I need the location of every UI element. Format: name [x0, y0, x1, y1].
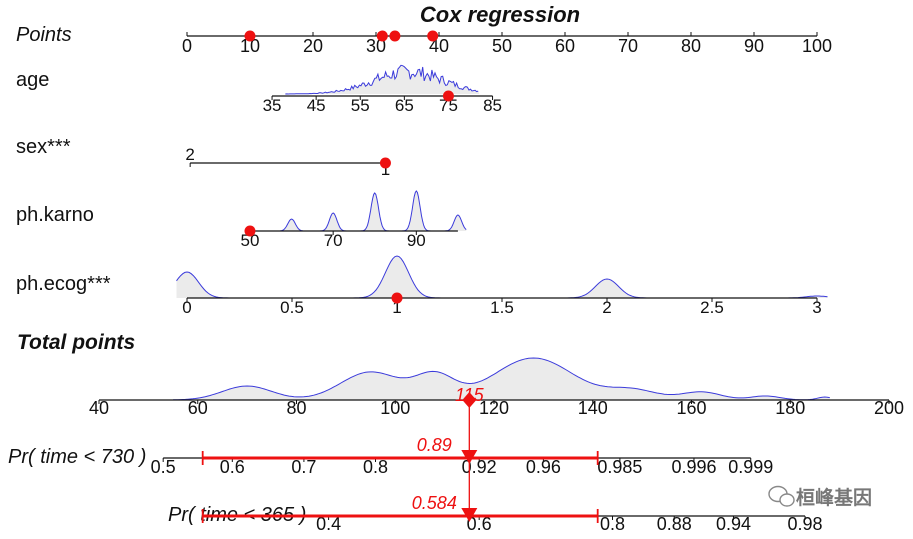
variable-label: age [16, 69, 49, 91]
variable-tick-label: 70 [324, 231, 343, 250]
total-tick-label: 200 [874, 398, 904, 418]
variable-tick-label: 1 [381, 160, 390, 179]
total-density-fill [173, 358, 830, 400]
points-axis-tick-label: 50 [492, 36, 512, 56]
chart-title: Cox regression [420, 2, 580, 27]
variable-label: ph.ecog*** [16, 273, 111, 295]
probability-tick-label: 0.8 [363, 457, 388, 477]
variable-tick-label: 0 [182, 298, 191, 317]
points-marker [427, 30, 439, 42]
variable-tick-label: 35 [263, 96, 282, 115]
variable-tick-label: 65 [395, 96, 414, 115]
points-axis-tick-label: 90 [744, 36, 764, 56]
probability-tick-label: 0.7 [291, 457, 316, 477]
variable-tick-label: 55 [351, 96, 370, 115]
probability-tick-label: 0.92 [462, 457, 497, 477]
variable-tick-label: 2 [185, 145, 194, 164]
probability-tick-label: 0.4 [316, 514, 341, 534]
probability-tick-label: 0.98 [788, 514, 823, 534]
probability-predicted-label: 0.89 [417, 435, 452, 455]
total-points-diamond [462, 392, 477, 408]
variable-marker [379, 157, 391, 169]
variable-tick-label: 3 [812, 298, 821, 317]
total-tick-label: 180 [775, 398, 805, 418]
variable-label: sex*** [16, 136, 71, 158]
probability-tick-label: 0.5 [151, 457, 176, 477]
wechat-bubble-small [779, 493, 795, 507]
points-axis-tick-label: 20 [303, 36, 323, 56]
probability-marker [461, 450, 478, 464]
total-tick-label: 100 [380, 398, 410, 418]
probability-tick-label: 0.999 [728, 457, 773, 477]
variable-tick-label: 1.5 [490, 298, 514, 317]
density-layer [173, 64, 830, 401]
age-density-fill [285, 65, 480, 94]
variable-tick-label: 45 [307, 96, 326, 115]
points-axis-tick-label: 10 [240, 36, 260, 56]
probability-tick-label: 0.985 [597, 457, 642, 477]
probability-tick-label: 0.6 [467, 514, 492, 534]
watermark: 桓峰基因 [768, 485, 872, 509]
total-tick-label: 160 [676, 398, 706, 418]
variable-label: ph.karno [16, 204, 94, 226]
points-marker [244, 30, 256, 42]
total-tick-label: 140 [578, 398, 608, 418]
karno-density-fill [270, 191, 467, 231]
probability-tick-label: 0.8 [600, 514, 625, 534]
probability-tick-label: 0.94 [716, 514, 751, 534]
points-axis-tick-label: 0 [182, 36, 192, 56]
ecog-density-fill [176, 256, 828, 298]
total-tick-label: 80 [286, 398, 306, 418]
total-tick-label: 120 [479, 398, 509, 418]
variable-marker [442, 90, 454, 102]
wechat-icon [768, 485, 795, 507]
probability-marker [461, 508, 478, 522]
points-axis-tick-label: 100 [802, 36, 832, 56]
probability-tick-label: 0.996 [671, 457, 716, 477]
variable-tick-label: 2.5 [700, 298, 724, 317]
points-axis-tick-label: 80 [681, 36, 701, 56]
variable-marker [244, 225, 256, 237]
total-points-label: Total points [17, 331, 135, 354]
probability-predicted-label: 0.584 [412, 493, 457, 513]
probability-tick-label: 0.88 [657, 514, 692, 534]
variable-tick-label: 50 [241, 231, 260, 250]
probability-tick-label: 0.6 [220, 457, 245, 477]
variable-tick-label: 1 [392, 298, 401, 317]
variable-tick-label: 2 [602, 298, 611, 317]
probability-tick-label: 0.96 [526, 457, 561, 477]
points-marker [376, 30, 388, 42]
points-marker [389, 30, 401, 42]
watermark-text: 桓峰基因 [796, 486, 872, 509]
variable-tick-label: 75 [439, 96, 458, 115]
marker-layer [201, 30, 599, 523]
variable-tick-label: 90 [407, 231, 426, 250]
total-tick-label: 40 [89, 398, 109, 418]
total-tick-label: 60 [188, 398, 208, 418]
points-axis-tick-label: 70 [618, 36, 638, 56]
variable-marker [391, 292, 403, 304]
total-density-line [173, 357, 830, 401]
variable-tick-label: 85 [483, 96, 502, 115]
points-axis-tick-label: 60 [555, 36, 575, 56]
probability-axis-label: Pr( time < 730 ) [8, 446, 146, 468]
age-density-line [285, 64, 479, 95]
ecog-density-line [176, 255, 828, 299]
variable-tick-label: 0.5 [280, 298, 304, 317]
points-axis-label: Points [16, 24, 72, 46]
